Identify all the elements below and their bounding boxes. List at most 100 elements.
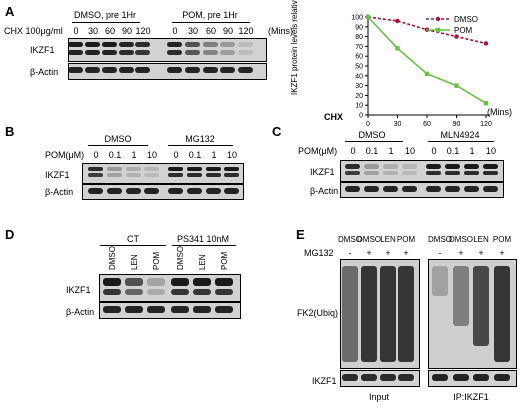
- panel-c-actin-blot: [340, 182, 504, 198]
- panel-c-ikzf1-band: [445, 164, 460, 169]
- panel-a-ikzf1-band: [68, 42, 83, 47]
- panel-a-actin-band: [135, 67, 150, 73]
- panel-c-group2-line: [428, 141, 494, 142]
- panel-e-ip-label: IP:IKZF1: [453, 392, 489, 402]
- panel-e-lane-left: DMSO: [338, 235, 362, 244]
- panel-a-ikzf1-band: [85, 50, 100, 55]
- chart-y-tick-label: 20: [355, 93, 363, 100]
- panel-e-ip-smear: [494, 266, 510, 362]
- panel-c-dose-label: 0.1: [446, 146, 460, 156]
- panel-e-ip-ikzf1-band: [432, 374, 448, 381]
- panel-b-group2-label: MG132: [185, 134, 215, 144]
- chart-y-tick-label: 80: [355, 34, 363, 41]
- panel-d-ikzf1-band: [125, 289, 143, 295]
- panel-a-ikzf1-band: [203, 42, 218, 47]
- panel-d-group2-label: PS341 10nM: [176, 234, 230, 244]
- panel-c-group1-label: DMSO: [358, 130, 386, 140]
- panel-a-actin-band: [102, 67, 117, 73]
- panel-d-group1-label: CT: [127, 234, 139, 244]
- panel-c-dose-label: 0: [431, 146, 437, 156]
- panel-c-ikzf1-band: [426, 171, 441, 175]
- panel-b-ikzf1-band: [107, 167, 122, 171]
- panel-b-dose-label: 0: [173, 150, 179, 160]
- panel-b-row-ikzf1: IKZF1: [45, 170, 70, 180]
- chart-x-tick-label: 60: [423, 121, 431, 128]
- panel-b-ikzf1-band: [187, 167, 202, 171]
- panel-b-group1-label: DMSO: [104, 134, 132, 144]
- panel-a-row-actin: β-Actin: [30, 67, 59, 77]
- panel-d-actin-band: [147, 306, 165, 313]
- panel-b-dose-label: 1: [211, 150, 217, 160]
- panel-e-ip-ikzf1-band: [494, 374, 510, 381]
- chart-y-tick-label: 100: [351, 15, 363, 22]
- chart-point-pom: [395, 46, 400, 51]
- panel-e-mg132-left: -: [348, 248, 352, 258]
- panel-c-ikzf1-band: [383, 164, 398, 169]
- panel-c-ikzf1-band: [426, 164, 441, 169]
- panel-b-pom-label: POM(μM): [45, 150, 85, 160]
- panel-c-actin-band: [402, 186, 417, 192]
- panel-b-ikzf1-band: [88, 173, 103, 177]
- panel-a-ikzf1-band: [185, 42, 200, 47]
- panel-b-actin-band: [168, 188, 183, 194]
- panel-a-time-label: 0: [172, 26, 178, 36]
- chart-xlabel: CHX: [324, 112, 344, 122]
- panel-c-ikzf1-band: [483, 171, 498, 175]
- panel-a-time-label: 60: [205, 26, 217, 36]
- panel-c-dose-label: 0: [350, 146, 356, 156]
- panel-c-ikzf1-band: [464, 171, 479, 175]
- chart-ylabel: IKZF1 protein levels relative control %: [290, 0, 299, 95]
- panel-c-ikzf1-band: [345, 171, 360, 175]
- panel-a-time-label: 30: [187, 26, 199, 36]
- panel-d-actin-band: [193, 306, 211, 313]
- panel-e-fk2-label: FK2(Ubiq): [297, 308, 339, 318]
- panel-b-actin-band: [187, 188, 202, 194]
- panel-d-ikzf1-band: [193, 289, 211, 295]
- panel-c-dose-label: 10: [485, 146, 497, 156]
- panel-d-actin-band: [125, 306, 143, 313]
- panel-d-ikzf1-band: [147, 278, 165, 286]
- chart-point-pom: [365, 14, 371, 20]
- panel-c-pom-label: POM(μM): [298, 146, 338, 156]
- panel-b-dose-label: 10: [226, 150, 238, 160]
- panel-d-row-actin: β-Actin: [66, 307, 95, 317]
- panel-b-ikzf1-band: [168, 173, 183, 177]
- panel-c-ikzf1-band: [445, 171, 460, 175]
- panel-a-ikzf1-band: [238, 42, 253, 47]
- panel-a-ikzf1-band: [135, 42, 150, 47]
- panel-e-input-ikzf1-band: [380, 374, 396, 381]
- chart-point-pom: [483, 101, 489, 106]
- panel-d-lane-label: POM: [220, 251, 229, 270]
- panel-d-lane-label: DMSO: [108, 246, 117, 270]
- panel-d-lane-label: LEN: [198, 254, 207, 270]
- panel-b-ikzf1-band: [144, 167, 159, 171]
- panel-d-lane-label: DMSO: [176, 246, 185, 270]
- panel-e-mg132-right: +: [478, 248, 484, 258]
- panel-a-group1-line: [72, 22, 140, 23]
- panel-d-label: D: [5, 227, 15, 242]
- panel-a-ikzf1-band: [119, 42, 134, 47]
- panel-b-actin-blot: [82, 184, 244, 200]
- panel-c-ikzf1-band: [364, 164, 379, 169]
- panel-c-actin-band: [364, 186, 379, 192]
- panel-b-ikzf1-blot: [82, 163, 244, 184]
- panel-e-lane-left: DMSO: [357, 235, 381, 244]
- panel-c-actin-band: [383, 186, 398, 192]
- panel-c-ikzf1-band: [383, 171, 398, 175]
- chart-legend-marker: [435, 16, 441, 22]
- panel-b-ikzf1-band: [224, 167, 239, 171]
- panel-d-ikzf1-band: [215, 289, 233, 295]
- panel-e-ip-smear: [432, 266, 448, 296]
- panel-e-ip-smear: [473, 266, 489, 346]
- chart-legend-label: DMSO: [454, 15, 478, 24]
- chart-x-tick-label: 30: [394, 121, 402, 128]
- panel-c-actin-band: [426, 186, 441, 192]
- panel-d-ikzf1-band: [103, 278, 121, 286]
- panel-a-ikzf1-band: [203, 50, 218, 55]
- panel-a-ikzf1-band: [119, 50, 134, 55]
- panel-e-lane-right: DMSO: [449, 235, 473, 244]
- chart-x-tick-label: 0: [366, 121, 370, 128]
- panel-e-lane-right: POM: [492, 235, 512, 244]
- panel-a-time-label: 60: [104, 26, 116, 36]
- panel-d-actin-band: [215, 306, 233, 313]
